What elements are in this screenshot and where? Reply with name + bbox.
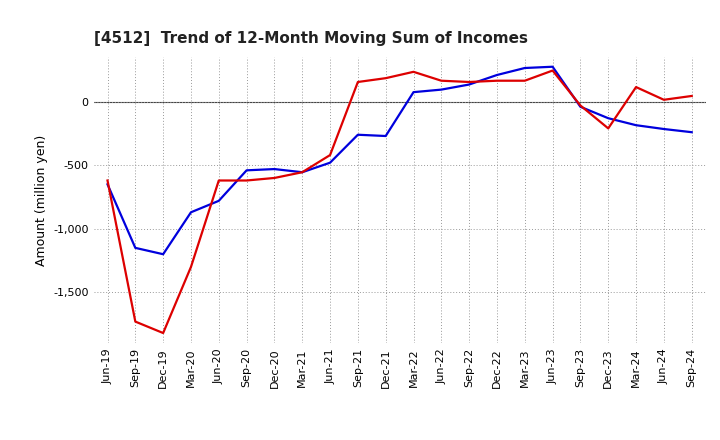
Net Income — [409, 69, 418, 74]
Line: Net Income: Net Income — [107, 70, 692, 333]
Net Income — [604, 126, 613, 131]
Net Income — [242, 178, 251, 183]
Net Income — [382, 76, 390, 81]
Ordinary Income — [409, 89, 418, 95]
Net Income — [131, 319, 140, 324]
Net Income — [631, 84, 640, 90]
Ordinary Income — [186, 209, 195, 215]
Net Income — [159, 330, 168, 336]
Ordinary Income — [660, 126, 668, 132]
Net Income — [103, 178, 112, 183]
Ordinary Income — [437, 87, 446, 92]
Net Income — [215, 178, 223, 183]
Net Income — [492, 78, 501, 83]
Net Income — [576, 103, 585, 108]
Ordinary Income — [159, 252, 168, 257]
Ordinary Income — [604, 116, 613, 121]
Ordinary Income — [215, 198, 223, 203]
Ordinary Income — [521, 66, 529, 71]
Net Income — [325, 152, 334, 158]
Ordinary Income — [131, 245, 140, 250]
Net Income — [688, 93, 696, 99]
Ordinary Income — [549, 64, 557, 70]
Ordinary Income — [465, 82, 474, 87]
Ordinary Income — [270, 166, 279, 172]
Ordinary Income — [325, 160, 334, 165]
Net Income — [270, 175, 279, 180]
Ordinary Income — [382, 133, 390, 139]
Net Income — [465, 79, 474, 84]
Ordinary Income — [492, 72, 501, 77]
Net Income — [660, 97, 668, 103]
Ordinary Income — [576, 104, 585, 110]
Text: [4512]  Trend of 12-Month Moving Sum of Incomes: [4512] Trend of 12-Month Moving Sum of I… — [94, 31, 528, 46]
Ordinary Income — [242, 168, 251, 173]
Ordinary Income — [688, 129, 696, 135]
Line: Ordinary Income: Ordinary Income — [107, 67, 692, 254]
Ordinary Income — [354, 132, 362, 137]
Net Income — [521, 78, 529, 83]
Net Income — [437, 78, 446, 83]
Ordinary Income — [298, 169, 307, 175]
Net Income — [186, 264, 195, 270]
Net Income — [549, 68, 557, 73]
Y-axis label: Amount (million yen): Amount (million yen) — [35, 135, 48, 266]
Net Income — [354, 79, 362, 84]
Ordinary Income — [631, 123, 640, 128]
Ordinary Income — [103, 182, 112, 187]
Net Income — [298, 169, 307, 175]
